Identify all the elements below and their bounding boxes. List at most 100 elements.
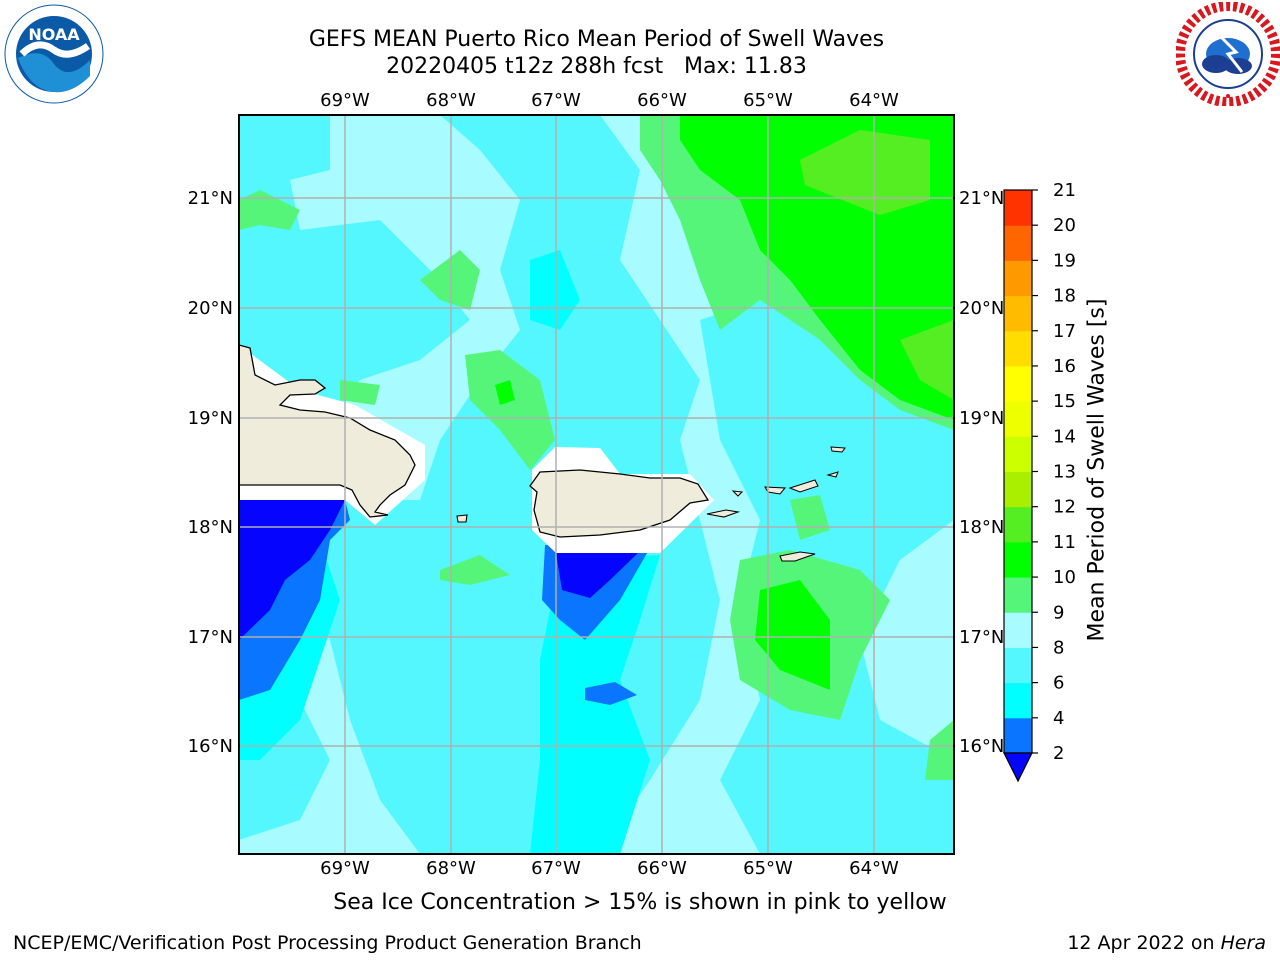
land-mona — [456, 514, 468, 523]
colorbar-tick-label: 13 — [1053, 462, 1076, 483]
contour-9-10 — [925, 720, 954, 780]
map-frame — [238, 114, 955, 855]
colorbar-tick-label: 9 — [1053, 602, 1064, 623]
colorbar-extend-low — [1003, 752, 1033, 783]
land-tortola — [788, 479, 819, 493]
lat-label-right: 21°N — [959, 188, 1004, 209]
colorbar-tick-label: 2 — [1053, 743, 1064, 764]
colorbar-tick-label: 15 — [1053, 391, 1076, 412]
date-text: 12 Apr 2022 on — [1067, 932, 1215, 954]
colorbar-tick-label: 20 — [1053, 215, 1076, 236]
colorbar-bin — [1004, 260, 1032, 297]
land-st-croix — [779, 551, 816, 562]
lon-label-top: 69°W — [320, 90, 370, 111]
colorbar-tick-label: 11 — [1053, 532, 1076, 553]
contour-9-10 — [465, 350, 555, 470]
lat-label-right: 18°N — [959, 517, 1004, 538]
lat-label-right: 16°N — [959, 736, 1004, 757]
generation-date: 12 Apr 2022 on Hera — [1067, 932, 1266, 954]
lon-label-bottom: 67°W — [531, 858, 581, 879]
swell-period-field — [239, 115, 954, 854]
land-vieques — [706, 509, 741, 518]
colorbar-tick-label: 8 — [1053, 637, 1064, 658]
contour-9-10 — [239, 190, 300, 230]
colorbar-bin — [1004, 190, 1032, 226]
colorbar-bin — [1004, 612, 1032, 648]
map-title: GEFS MEAN Puerto Rico Mean Period of Swe… — [308, 27, 885, 52]
contour-lt-2 — [556, 553, 638, 598]
colorbar: 2 4 6 8 9 10 11 12 13 14 15 16 17 18 19 20 21 — [1003, 180, 1076, 783]
contour-11-12 — [800, 130, 930, 215]
colorbar-label: Mean Period of Swell Waves [s] — [1084, 298, 1110, 642]
colorbar-tick-label: 6 — [1053, 673, 1064, 694]
contour-2-4 — [585, 682, 637, 705]
colorbar-bin — [1004, 577, 1032, 613]
colorbar-bin — [1004, 471, 1032, 508]
machine-name: Hera — [1220, 932, 1266, 954]
lon-label-bottom: 68°W — [426, 858, 476, 879]
map-subtitle: 20220405 t12z 288h fcst Max: 11.83 — [386, 54, 807, 79]
contour-4-6 — [530, 250, 580, 330]
colorbar-tick-label: 17 — [1053, 321, 1076, 342]
colorbar-tick-label: 4 — [1053, 708, 1064, 729]
lon-label-top: 65°W — [743, 90, 793, 111]
colorbar-bin — [1004, 225, 1032, 261]
lat-label-right: 20°N — [959, 298, 1004, 319]
contour-10-11 — [495, 380, 515, 405]
land-culebra — [731, 490, 744, 497]
colorbar-bin — [1004, 647, 1032, 684]
land-puerto-rico — [529, 469, 710, 538]
lon-label-top: 67°W — [531, 90, 581, 111]
lon-label-bottom: 65°W — [743, 858, 793, 879]
noaa-logo: NOAA — [2, 2, 106, 106]
lat-label-right: 19°N — [959, 408, 1004, 429]
contour-lt-2 — [239, 500, 345, 640]
land-virgin-gorda — [826, 471, 839, 478]
lat-label-left: 21°N — [188, 188, 233, 209]
contour-11-12 — [900, 320, 954, 400]
colorbar-bin — [1004, 295, 1032, 332]
colorbar-tick-label: 18 — [1053, 286, 1076, 307]
contour-10-11 — [755, 580, 830, 690]
lat-label-left: 20°N — [188, 298, 233, 319]
colorbar-bin — [1004, 401, 1032, 437]
colorbar-tick-label: 19 — [1053, 250, 1076, 271]
lat-label-left: 19°N — [188, 408, 233, 429]
colorbar-bin — [1004, 436, 1032, 472]
colorbar-bin — [1004, 365, 1032, 402]
colorbar-bin — [1004, 330, 1032, 367]
colorbar-bin — [1004, 541, 1032, 578]
lon-label-top: 68°W — [426, 90, 476, 111]
lat-label-left: 17°N — [188, 627, 233, 648]
credit-line: NCEP/EMC/Verification Post Processing Pr… — [13, 932, 642, 954]
lon-label-bottom: 64°W — [849, 858, 899, 879]
colorbar-tick-label: 12 — [1053, 497, 1076, 518]
land-hispaniola — [239, 344, 416, 518]
colorbar-bin — [1004, 506, 1032, 543]
lon-label-top: 64°W — [849, 90, 899, 111]
contour-9-10 — [340, 380, 380, 405]
lon-label-bottom: 69°W — [320, 858, 370, 879]
lon-label-top: 66°W — [637, 90, 687, 111]
colorbar-tick-label: 16 — [1053, 356, 1076, 377]
contour-9-10 — [790, 495, 830, 540]
colorbar-tick-label: 14 — [1053, 426, 1076, 447]
contour-4-6 — [530, 555, 660, 854]
lat-label-left: 16°N — [188, 736, 233, 757]
colorbar-bin — [1004, 682, 1032, 719]
colorbar-tick-label: 10 — [1053, 567, 1076, 588]
contour-9-10 — [420, 250, 480, 310]
land-st-thomas — [764, 486, 787, 495]
colorbar-bin — [1004, 717, 1032, 754]
map-gridlines — [239, 115, 954, 854]
contour-9-10 — [440, 555, 510, 585]
lat-label-right: 17°N — [959, 627, 1004, 648]
colorbar-tick-label: 21 — [1053, 180, 1076, 201]
lon-label-bottom: 66°W — [637, 858, 687, 879]
sea-ice-note: Sea Ice Concentration > 15% is shown in … — [333, 890, 947, 915]
nws-logo — [1175, 1, 1280, 107]
land-anegada — [830, 446, 846, 453]
lat-label-left: 18°N — [188, 517, 233, 538]
noaa-logo-text: NOAA — [28, 25, 80, 44]
